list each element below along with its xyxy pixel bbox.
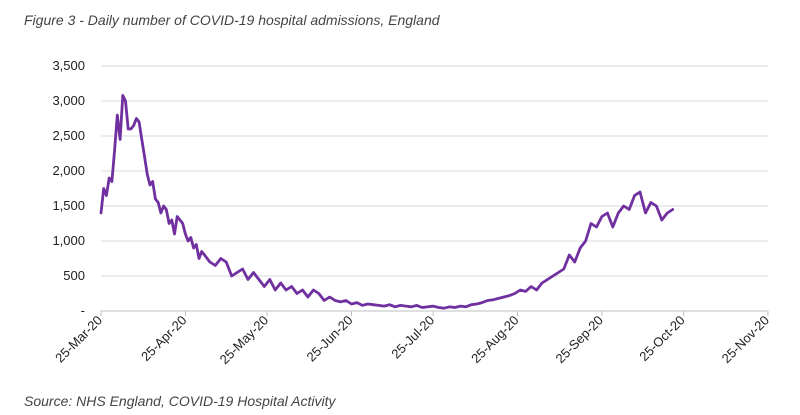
chart-source: Source: NHS England, COVID-19 Hospital A…: [24, 393, 336, 409]
y-tick-label: 500: [63, 268, 85, 283]
x-tick-label: 25-Sep-20: [553, 313, 607, 367]
axes: [100, 310, 769, 316]
x-tick-label: 25-Apr-20: [138, 313, 189, 364]
gridlines: [101, 65, 768, 277]
y-tick-label: 2,000: [52, 163, 85, 178]
x-tick-label: 25-May-20: [217, 313, 272, 368]
y-tick-label: 3,000: [52, 93, 85, 108]
x-tick-label: 25-Oct-20: [636, 313, 687, 364]
x-tick-label: 25-Aug-20: [468, 313, 522, 367]
y-tick-label: 3,500: [52, 58, 85, 73]
y-tick-label: -: [81, 303, 85, 318]
x-tick-label: 25-Jun-20: [304, 313, 356, 365]
series-layer: [99, 94, 675, 310]
y-tick-label: 2,500: [52, 128, 85, 143]
x-tick-label: 25-Jul-20: [388, 313, 437, 362]
series-line-hospital-admissions: [99, 94, 675, 310]
x-tick-label: 25-Nov-20: [719, 313, 773, 367]
y-tick-label: 1,500: [52, 198, 85, 213]
y-tick-labels: - 500 1,000 1,500 2,000 2,500 3,000 3,500: [52, 58, 85, 318]
x-tick-labels: 25-Mar-20 25-Apr-20 25-May-20 25-Jun-20 25-J…: [52, 313, 772, 368]
x-tick-label: 25-Mar-20: [52, 313, 105, 366]
y-tick-label: 1,000: [52, 233, 85, 248]
chart-title: Figure 3 - Daily number of COVID-19 hosp…: [24, 12, 440, 28]
